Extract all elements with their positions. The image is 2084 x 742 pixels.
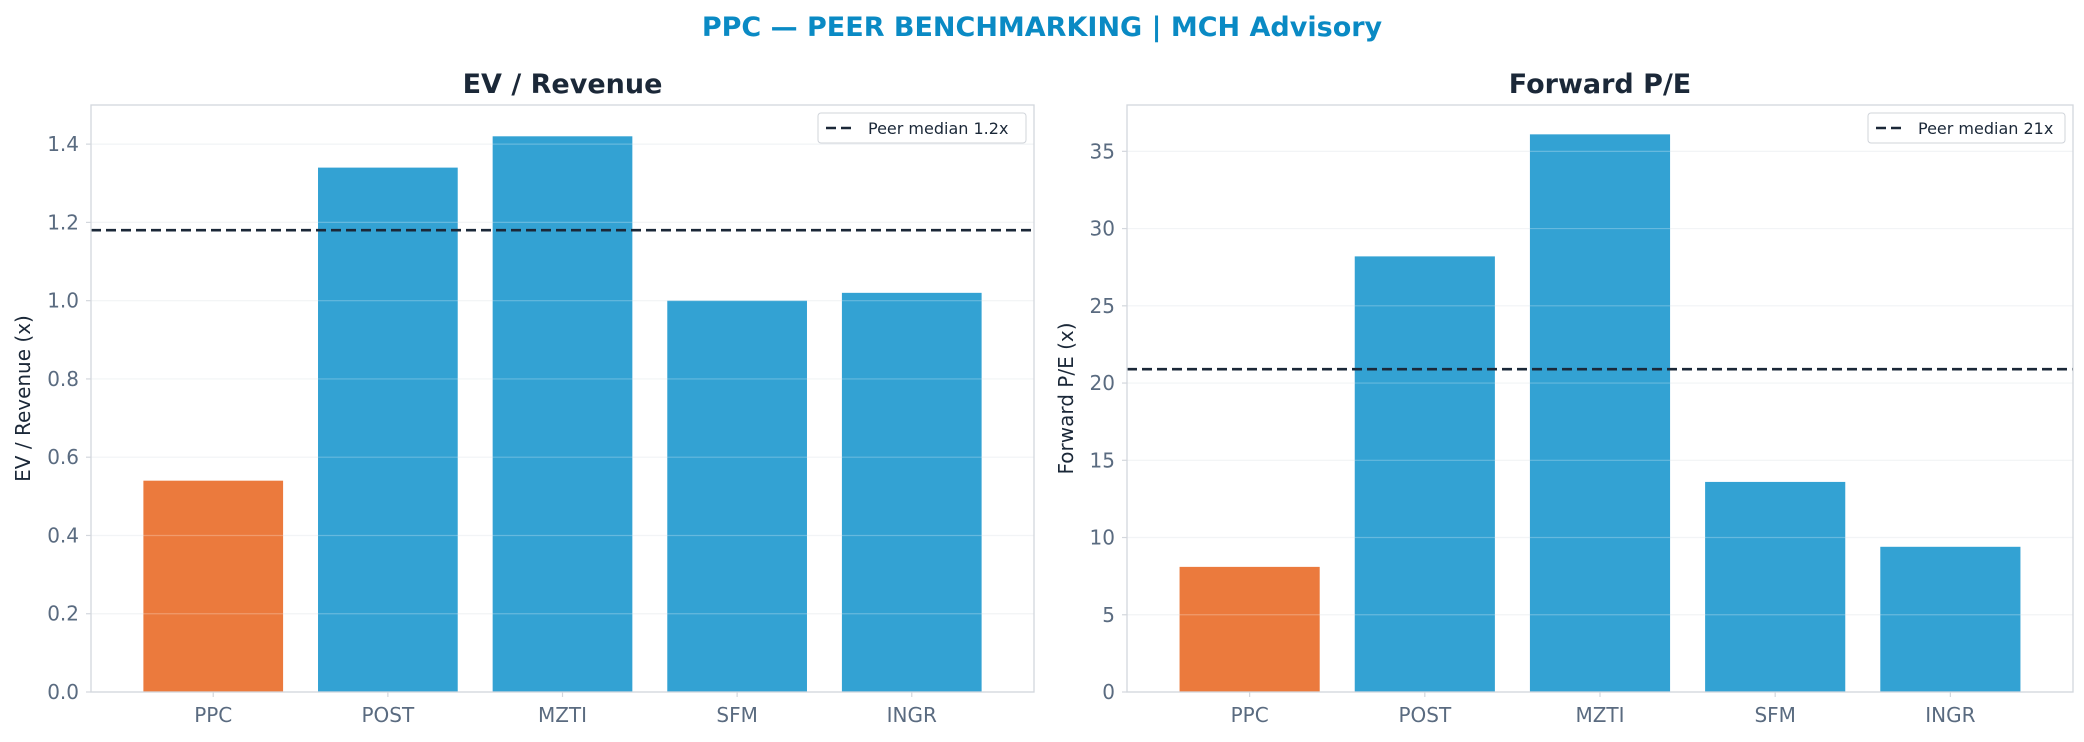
forward-pe-legend-box [1867,112,2066,144]
forward-pe-x-tick-label-ingr: INGR [1925,703,1975,727]
ev-revenue-y-tick-label: 0.6 [47,445,79,469]
ev-revenue-y-tick-label: 1.2 [47,210,79,234]
ev-revenue-x-tick-label-ppc: PPC [194,703,232,727]
forward-pe-y-axis-label: Forward P/E (x) [1054,322,1078,474]
forward-pe-bar-post [1354,256,1495,692]
ev-revenue-x-tick-label-post: POST [362,703,415,727]
forward-pe-x-tick-label-sfm: SFM [1754,703,1795,727]
forward-pe-x-tick-label-ppc: PPC [1231,703,1269,727]
ev-revenue-y-tick-label: 0.0 [47,680,79,704]
forward-pe-y-tick-label: 35 [1090,139,1115,163]
ev-revenue-y-tick-label: 1.0 [47,289,79,313]
forward-pe-y-tick-label: 25 [1090,294,1115,318]
forward-pe-bar-sfm [1705,481,1846,692]
ev-revenue-legend: Peer median 1.2x [817,112,1027,144]
ev-revenue-panel: EV / Revenue EV / Revenue (x) PPC POST MZTI S… [11,69,1035,727]
ev-revenue-x-tick-label-ingr: INGR [887,703,937,727]
figure-title: PPC — PEER BENCHMARKING | MCH Advisory [702,12,1383,43]
ev-revenue-y-tick-label: 0.2 [47,602,79,626]
forward-pe-legend-label: Peer median 21x [1918,119,2053,138]
ev-revenue-y-tick-label: 1.4 [47,132,79,156]
forward-pe-chart-title: Forward P/E [1509,69,1692,100]
ev-revenue-legend-box [817,112,1027,144]
forward-pe-panel: Forward P/E Forward P/E (x) PPC POST MZTI SFM… [1054,69,2074,727]
ev-revenue-bar-ingr [841,292,982,692]
ev-revenue-bar-post [318,167,458,692]
forward-pe-y-tick-label: 15 [1090,448,1115,472]
ev-revenue-axes-frame [90,104,1035,693]
ev-revenue-y-tick-label: 0.8 [47,367,79,391]
forward-pe-axes-frame [1126,104,2074,693]
forward-pe-y-tick-label: 0 [1102,680,1115,704]
ev-revenue-x-tick-label-sfm: SFM [716,703,757,727]
forward-pe-x-tick-label-mzti: MZTI [1575,703,1624,727]
ev-revenue-bar-sfm [667,300,807,692]
forward-pe-legend: Peer median 21x [1867,112,2066,144]
ev-revenue-x-tick-label-mzti: MZTI [538,703,587,727]
ev-revenue-bar-ppc [143,480,284,692]
forward-pe-y-tick-label: 10 [1090,526,1115,550]
ev-revenue-y-tick-label: 0.4 [47,523,79,547]
forward-pe-bar-ppc [1179,566,1320,692]
forward-pe-y-tick-label: 30 [1090,217,1115,241]
ev-revenue-y-axis-label: EV / Revenue (x) [11,315,35,482]
forward-pe-bar-mzti [1529,134,1671,693]
forward-pe-bar-ingr [1880,546,2021,692]
ev-revenue-bar-mzti [492,136,633,693]
ev-revenue-legend-label: Peer median 1.2x [868,119,1008,138]
forward-pe-y-tick-label: 5 [1102,603,1115,627]
forward-pe-x-tick-label-post: POST [1398,703,1451,727]
ev-revenue-chart-title: EV / Revenue [463,69,663,100]
forward-pe-y-tick-label: 20 [1090,371,1115,395]
